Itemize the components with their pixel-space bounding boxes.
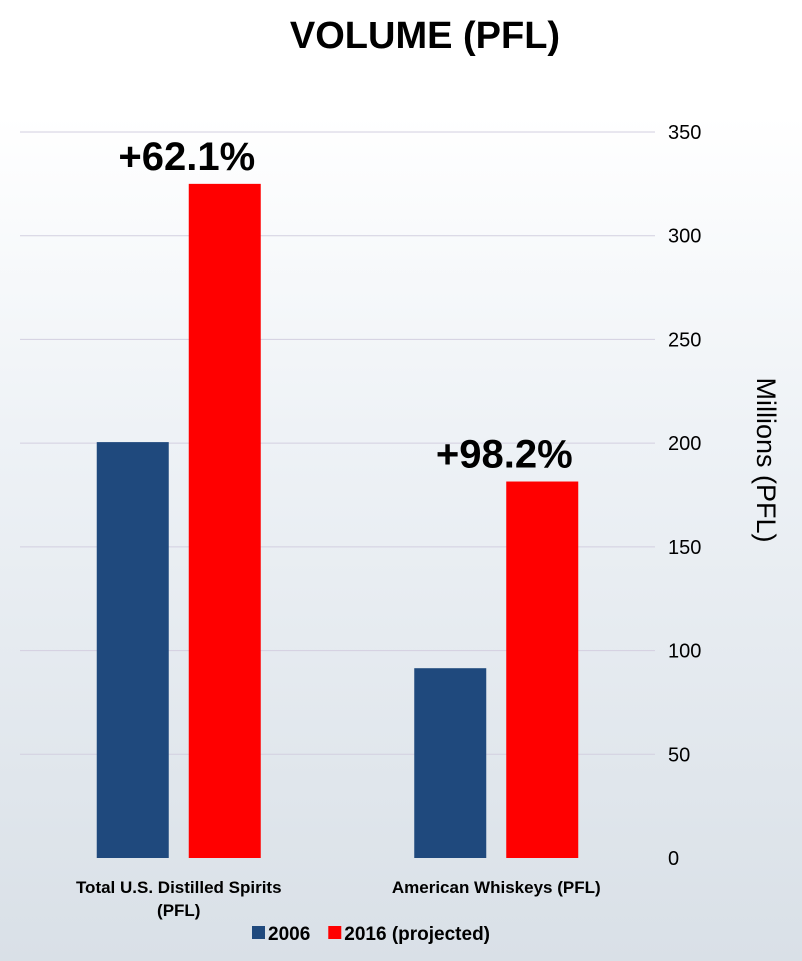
y-tick-labels: 0 50 100 150 200 250 300 350 [668,122,701,870]
bar-series-2 [506,481,579,858]
y-tick-label: 250 [668,329,701,351]
x-category-label: American Whiskeys (PFL) [392,878,601,897]
y-tick-label: 300 [668,226,701,248]
x-category-label: Total U.S. Distilled Spirits (PFL) [76,878,282,920]
y-axis-label: Millions (PFL) [751,377,781,542]
legend-swatch [252,926,265,939]
y-tick-label: 200 [668,433,701,455]
legend-swatch [328,926,342,939]
pct-change-annotation: +62.1% [118,135,255,179]
x-category-labels: Total U.S. Distilled Spirits (PFL) America… [76,878,601,920]
bar-series-2 [188,183,261,858]
y-tick-label: 100 [668,641,701,663]
y-tick-label: 50 [668,744,690,766]
legend-label: 2016 (projected) [344,924,490,945]
y-tick-label: 350 [668,122,701,144]
y-tick-label: 150 [668,537,701,559]
annotations: +62.1% +98.2% [118,135,572,477]
pct-change-annotation: +98.2% [436,433,573,477]
legend: 2006 2016 (projected) [252,924,490,945]
y-tick-label: 0 [668,848,679,870]
chart-title: VOLUME (PFL) [290,15,560,57]
legend-label: 2006 [268,924,310,945]
bars [96,183,579,858]
bar-series-1 [96,442,169,858]
bar-series-1 [414,668,487,858]
